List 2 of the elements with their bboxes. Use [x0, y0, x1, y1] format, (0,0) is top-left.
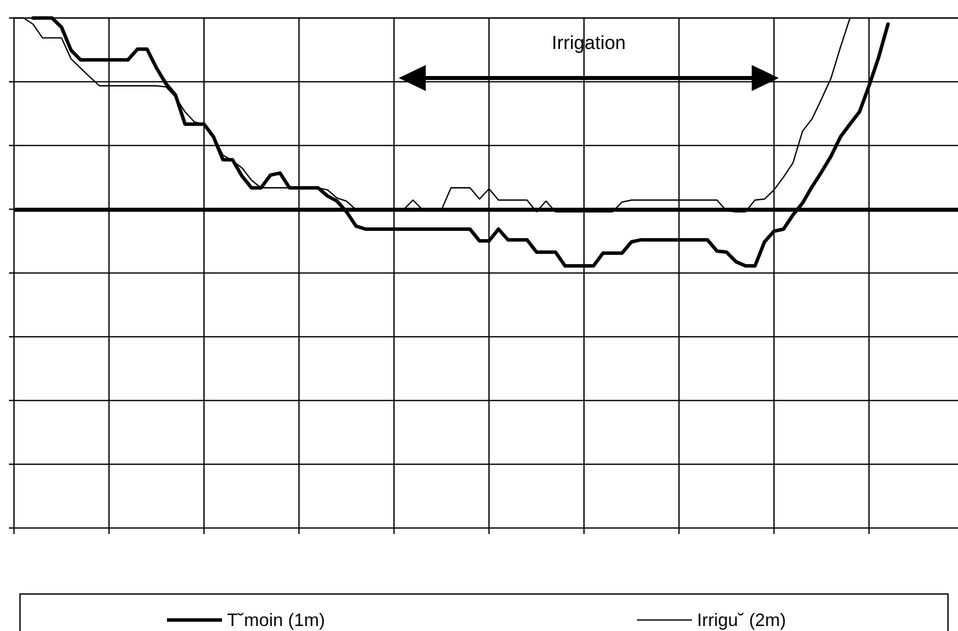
legend-label: T˘moin (1m) — [227, 610, 325, 630]
legend-label: Irrigu˘ (2m) — [697, 610, 786, 630]
